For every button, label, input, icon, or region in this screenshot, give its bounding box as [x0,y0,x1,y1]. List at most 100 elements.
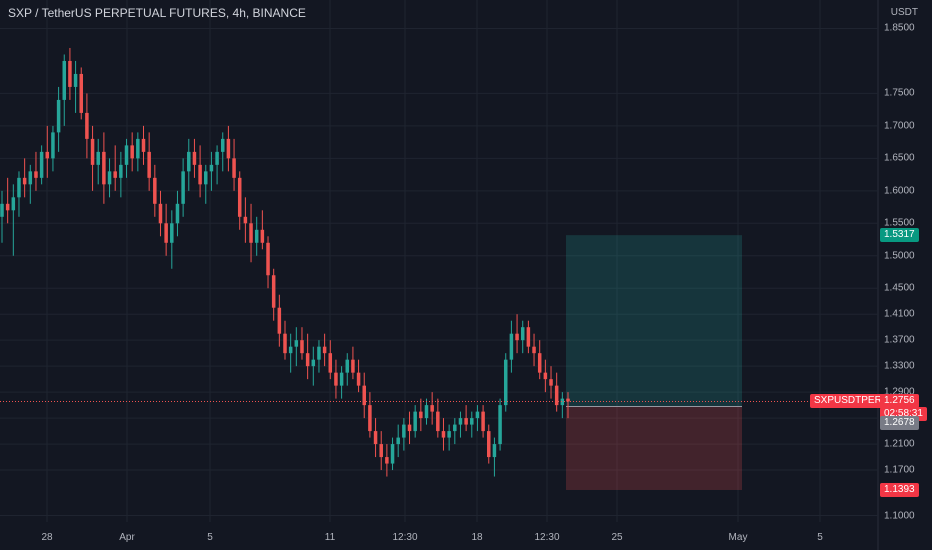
candle-body [560,398,565,406]
candle-body [430,405,434,412]
entry-price-tag: 1.2678 [880,415,919,430]
candle-body [5,203,10,211]
candle-body [90,138,95,165]
candle-body [458,418,463,425]
candle-body [345,359,350,373]
candle-body [368,405,372,432]
time-tick-label: 11 [324,532,336,543]
price-tick-label: 1.7000 [884,120,915,132]
candle-body [39,151,44,178]
candle-body [96,151,100,165]
price-tick-label: 1.1000 [884,510,915,521]
candle-body [226,138,231,159]
candle-body [441,431,446,438]
candle-body [532,346,536,354]
price-tick-label: 1.5500 [884,217,915,229]
candle-body [130,145,134,159]
candle-body [464,418,468,425]
candle-body [215,151,219,165]
candle-body [170,223,174,243]
time-tick-label: 12:30 [534,532,560,543]
candle-body [79,73,83,113]
price-tick-label: 1.2900 [884,386,915,398]
price-tick-label: 1.4100 [884,308,915,320]
candle-body [498,405,502,445]
candle-body [277,307,282,334]
price-tick-label: 1.3300 [884,360,915,372]
candle-body [373,431,378,445]
stop-price-tag: 1.1393 [880,482,919,497]
candle-body [243,216,248,224]
target-price-tag: 1.5317 [880,228,919,243]
candle-body [549,379,553,386]
candle-body [181,171,185,204]
candle-body [136,138,140,159]
candle-body [509,333,514,360]
time-tick-label: 5 [207,532,213,543]
price-tick-label: 1.3700 [884,334,915,346]
candle-body [119,164,123,178]
candle-body [271,275,276,308]
candle-body [447,431,451,438]
candle-body [334,372,338,386]
candle-body [260,229,265,243]
candle-body [141,138,146,152]
candle-body [73,73,78,87]
price-unit-label: USDT [890,7,918,18]
candle-body [294,340,299,347]
candle-body [56,99,61,133]
candle-body [390,444,395,464]
candle-body [520,327,525,341]
candle-body [254,229,259,243]
candle-body [311,359,316,367]
time-tick-label: 25 [611,532,623,543]
price-tick-label: 1.6500 [884,152,915,164]
candle-body [164,223,168,243]
candle-body [45,151,50,159]
candle-body [249,223,253,243]
candle-body [51,132,55,159]
price-tick-label: 1.8500 [884,22,915,34]
candle-body [379,444,383,458]
candle-body [147,151,151,178]
candle-body [28,171,33,185]
candle-body [11,197,16,211]
price-tick-label: 1.7500 [884,87,915,99]
time-tick-label: 18 [471,532,483,543]
candle-body [237,177,242,217]
candle-body [402,424,406,438]
candle-body [515,333,519,341]
candle-body [453,424,457,432]
candle-body [526,327,531,347]
chart-title: SXP / TetherUS PERPETUAL FUTURES, 4h, BI… [8,6,306,20]
candle-body [385,457,389,464]
candle-body [113,171,117,178]
candle-body [288,346,293,354]
symbol-tag: SXPUSDTPERP [810,394,893,409]
candle-body [124,145,129,165]
candle-body [198,164,202,185]
candle-body [362,385,366,406]
candle-body [481,411,485,432]
candle-body [85,112,89,139]
time-tick-label: 12:30 [392,532,418,543]
candle-body [107,171,112,185]
candle-body [300,340,304,354]
candle-body [543,372,548,380]
candle-body [424,405,429,419]
candle-body [102,151,106,185]
candle-body [62,60,67,100]
time-tick-label: 5 [817,532,823,543]
candle-body [487,431,491,458]
profit-zone [566,235,742,407]
candle-body [220,138,225,152]
current-price-tag: 1.2756 [880,394,919,409]
candle-body [322,346,327,354]
candle-body [566,398,570,402]
candle-body [339,372,344,386]
candle-body [158,203,163,224]
price-tick-label: 1.5000 [884,250,915,262]
price-tick-label: 1.4500 [884,282,915,294]
